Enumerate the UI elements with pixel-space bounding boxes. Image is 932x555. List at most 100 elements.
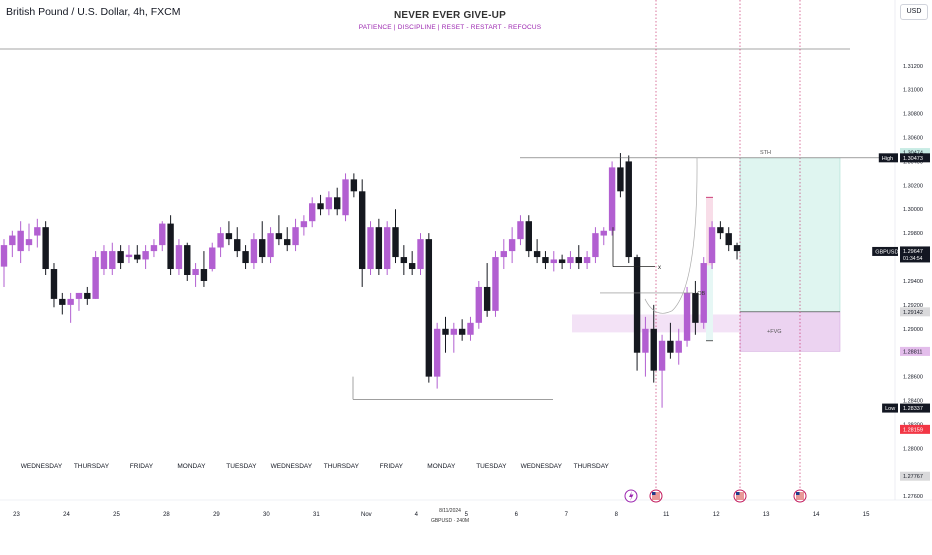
candle[interactable] [34,218,41,248]
candle[interactable] [175,239,183,275]
candle[interactable] [150,239,158,258]
day-label: THURSDAY [324,463,360,470]
candle[interactable] [242,245,249,270]
candle[interactable] [117,245,124,270]
candle[interactable] [59,292,66,315]
candle-body [334,197,341,210]
candle[interactable] [600,227,607,246]
candle[interactable] [683,286,691,347]
candle[interactable] [292,218,299,252]
candle[interactable] [467,316,474,341]
candle[interactable] [458,319,466,341]
candle[interactable] [633,254,641,371]
candle[interactable] [225,221,233,246]
candle[interactable] [367,221,374,275]
us-flag-icon[interactable] [649,489,663,503]
candle[interactable] [234,227,241,258]
candle[interactable] [75,292,83,311]
candle[interactable] [184,242,191,281]
candle[interactable] [592,227,599,264]
candle[interactable] [733,242,741,260]
candle[interactable] [309,197,316,228]
candle[interactable] [250,233,258,270]
us-flag-icon[interactable] [793,489,807,503]
candle[interactable] [25,223,33,252]
currency-button[interactable]: USD [900,4,928,20]
candle[interactable] [450,322,458,353]
candle[interactable] [433,322,441,389]
candle[interactable] [284,227,291,252]
candle[interactable] [533,239,541,264]
candle[interactable] [317,194,324,216]
candle[interactable] [167,215,174,275]
candle[interactable] [558,254,566,270]
candle[interactable] [517,215,524,246]
candle[interactable] [159,221,166,252]
candle[interactable] [125,245,133,264]
symbol-title[interactable]: British Pound / U.S. Dollar, 4h, FXCM [6,6,181,18]
candle[interactable] [567,251,574,270]
candle[interactable] [375,218,383,275]
candle[interactable] [142,245,149,270]
candle[interactable] [525,215,532,258]
candle[interactable] [259,221,266,264]
candle[interactable] [42,221,49,275]
candle[interactable] [217,227,224,258]
candle[interactable] [500,239,507,270]
candle[interactable] [275,215,283,246]
candle[interactable] [700,257,707,329]
lightning-icon[interactable] [624,489,638,503]
candle[interactable] [408,251,416,275]
candle[interactable] [575,245,582,270]
candle[interactable] [692,280,699,335]
candle-body [492,257,499,311]
candle[interactable] [717,221,724,240]
candle[interactable] [675,328,682,365]
candle[interactable] [658,334,666,408]
candle[interactable] [583,251,591,270]
candle[interactable] [392,209,399,264]
candle[interactable] [50,263,58,308]
candle[interactable] [0,239,8,287]
candle-body [475,286,483,323]
candle[interactable] [92,251,99,299]
candle[interactable] [100,245,108,275]
candle[interactable] [725,227,732,252]
candle[interactable] [475,280,483,329]
candle[interactable] [642,316,649,377]
candle[interactable] [425,233,433,383]
candle[interactable] [325,191,333,216]
candle[interactable] [334,187,341,216]
candle[interactable] [84,286,91,305]
candle[interactable] [483,263,491,317]
candle[interactable] [67,292,74,323]
candle[interactable] [109,242,116,275]
candle[interactable] [342,173,349,222]
candle[interactable] [267,227,274,264]
candle[interactable] [650,304,657,383]
candle[interactable] [508,227,516,264]
candle[interactable] [17,221,24,264]
candle[interactable] [192,263,199,287]
candle[interactable] [542,251,549,270]
candle[interactable] [417,233,424,275]
candle[interactable] [209,242,216,272]
candle[interactable] [442,316,449,353]
candle[interactable] [350,173,358,198]
us-flag-icon[interactable] [733,489,747,503]
candle[interactable] [9,230,16,258]
candle[interactable] [200,251,208,287]
candle[interactable] [667,322,674,359]
candle[interactable] [134,245,141,264]
candle[interactable] [358,179,366,287]
candle[interactable] [625,155,632,264]
candle[interactable] [617,153,624,198]
candle[interactable] [300,215,308,236]
candle[interactable] [492,251,499,317]
candle[interactable] [608,161,616,236]
candle[interactable] [383,221,391,275]
candle[interactable] [400,245,408,275]
candle[interactable] [708,221,716,270]
candle[interactable] [550,251,557,272]
